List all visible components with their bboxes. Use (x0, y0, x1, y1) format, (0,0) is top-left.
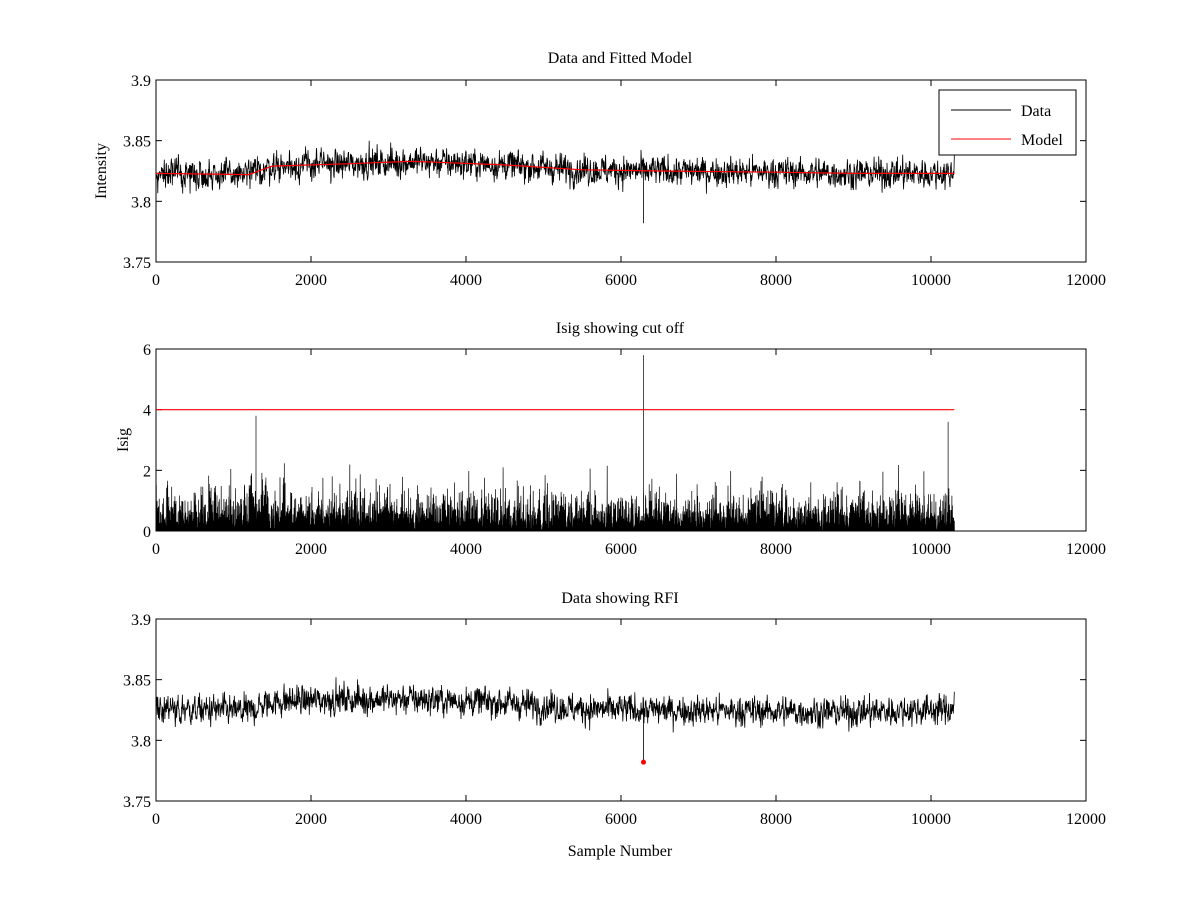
panel-isig: Isig showing cut off Isig 0 2000 4000 6000 8… (115, 320, 1106, 558)
panel-1-title: Data and Fitted Model (548, 50, 693, 67)
x-tick-label: 8000 (760, 811, 792, 828)
panel-1-ylabel: Intensity (93, 143, 110, 199)
panel-2-title: Isig showing cut off (556, 320, 685, 337)
series-1-2-line (156, 160, 955, 176)
x-tick-label: 12000 (1066, 811, 1106, 828)
x-tick-label: 10000 (911, 811, 951, 828)
y-tick-label: 0 (143, 524, 151, 541)
x-tick-label: 8000 (760, 272, 792, 289)
plot-area-2 (156, 355, 955, 531)
x-tick-label: 2000 (295, 272, 327, 289)
x-tick-label: 8000 (760, 541, 792, 558)
legend-box (938, 89, 1077, 156)
x-tick-label: 0 (152, 811, 160, 828)
y-tick-label: 4 (143, 403, 151, 420)
x-tick-label: 2000 (295, 811, 327, 828)
panel-3-xlabel: Sample Number (568, 843, 673, 860)
y-tick-label: 3.9 (131, 73, 151, 90)
x-tick-label: 12000 (1066, 272, 1106, 289)
series-3-2-marker (640, 759, 646, 765)
panel-data-and-model: Data and Fitted Model Intensity 0 2000 400… (93, 50, 1106, 289)
panel-2-ylabel: Isig (115, 428, 132, 452)
x-tick-label: 0 (152, 272, 160, 289)
legend-data-label: Data (1021, 103, 1051, 120)
x-tick-label: 4000 (450, 811, 482, 828)
y-tick-label: 2 (143, 463, 151, 480)
plot-area-1 (156, 140, 955, 224)
x-tick-label: 10000 (911, 272, 951, 289)
legend-model-label: Model (1021, 132, 1063, 149)
panel-2-plot: 0 2000 4000 6000 8000 10000 12000 0 2 4 6 (143, 342, 1106, 558)
x-tick-label: 6000 (605, 541, 637, 558)
panel-rfi: Data showing RFI Sample Number 0 2000 4000… (123, 590, 1106, 860)
series-3-1-line (156, 677, 955, 763)
x-tick-label: 4000 (450, 272, 482, 289)
y-tick-label: 3.75 (123, 794, 151, 811)
panel-3-title: Data showing RFI (561, 590, 678, 607)
series-2-1-line (156, 355, 955, 531)
x-tick-label: 6000 (605, 272, 637, 289)
panel-3-plot: 0 2000 4000 6000 8000 10000 12000 3.75 3.8 3.85 3.… (123, 612, 1106, 828)
y-tick-label: 3.85 (123, 134, 151, 151)
y-tick-label: 3.9 (131, 612, 151, 629)
x-tick-label: 4000 (450, 541, 482, 558)
plot-area-3 (156, 677, 955, 765)
y-tick-label: 3.75 (123, 255, 151, 272)
x-tick-label: 10000 (911, 541, 951, 558)
panel-1-plot: 0 2000 4000 6000 8000 10000 12000 3.75 3.8 3.85 3.… (123, 73, 1106, 289)
x-tick-label: 2000 (295, 541, 327, 558)
x-tick-label: 6000 (605, 811, 637, 828)
y-tick-label: 3.8 (131, 733, 151, 750)
x-tick-label: 12000 (1066, 541, 1106, 558)
legend: Data Model (938, 89, 1077, 156)
x-tick-label: 0 (152, 541, 160, 558)
y-tick-label: 6 (143, 342, 151, 359)
y-tick-label: 3.8 (131, 194, 151, 211)
y-tick-label: 3.85 (123, 673, 151, 690)
